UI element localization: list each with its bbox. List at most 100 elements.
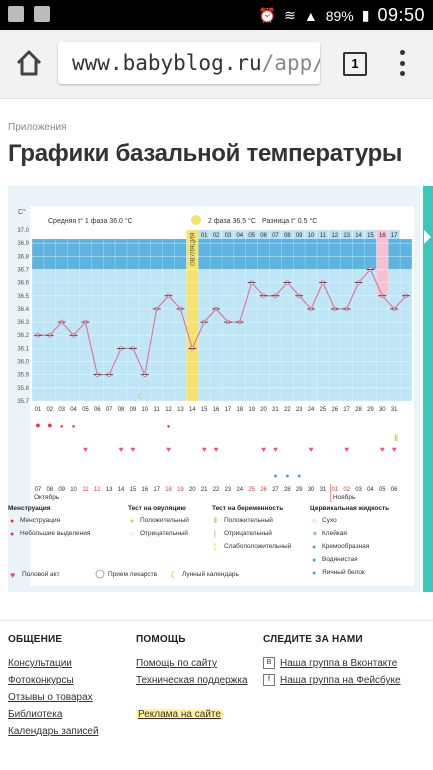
spotting-drop-icon: ● bbox=[60, 424, 64, 430]
cycle-day-label: 08 bbox=[118, 407, 125, 413]
cervical-fluid-icon: ● bbox=[273, 473, 277, 480]
y-tick-label: 36.5 bbox=[17, 294, 29, 300]
ovulation-column bbox=[186, 230, 199, 401]
legend-pregnancy-test-heading: Тест на беременность bbox=[212, 504, 283, 512]
date-label: 22 bbox=[213, 487, 220, 493]
y-tick-label: 36.2 bbox=[17, 333, 29, 339]
phase2-day-label: 09 bbox=[296, 233, 303, 239]
date-label: 16 bbox=[141, 487, 148, 493]
intercourse-heart-icon: ♥ bbox=[202, 445, 207, 454]
bbt-chart-panel: C° Средняя t° 1 фаза 36.0 °C 2 фаза 36.5 °… bbox=[8, 186, 420, 592]
battery-percent: 89% bbox=[325, 7, 354, 24]
clock: 09:50 bbox=[377, 5, 425, 25]
date-label: 30 bbox=[308, 487, 315, 493]
date-label: 29 bbox=[296, 487, 303, 493]
facebook-icon: f bbox=[263, 674, 275, 687]
footer-link-library[interactable]: Библиотека bbox=[8, 709, 63, 720]
side-scroll-handle[interactable] bbox=[423, 186, 433, 592]
phase2-day-label: 04 bbox=[236, 233, 243, 239]
cervical-fluid-icon: ● bbox=[297, 473, 301, 480]
cycle-day-label: 19 bbox=[248, 407, 255, 413]
breadcrumb[interactable]: Приложения bbox=[8, 122, 67, 133]
footer-community: ОБЩЕНИЕ Консультации Фотоконкурсы Отзывы… bbox=[8, 634, 99, 740]
legend-cervical-item-label: Яичный белок bbox=[322, 568, 365, 576]
legend-pregnancy-test-item-label: Отрицательный bbox=[224, 529, 272, 537]
ovulation-label: ОВУЛЯЦИЯ bbox=[190, 233, 196, 266]
tab-switcher-button[interactable]: 1 bbox=[343, 52, 367, 76]
footer-link-photocontests[interactable]: Фотоконкурсы bbox=[8, 675, 74, 686]
intercourse-heart-icon: ♥ bbox=[131, 445, 136, 454]
phase2-day-cell bbox=[233, 230, 246, 239]
phase2-day-cell bbox=[245, 230, 258, 239]
date-label: 27 bbox=[272, 487, 279, 493]
legend-pregnancy-test-item-icon: | bbox=[214, 531, 216, 538]
cycle-day-label: 02 bbox=[46, 407, 53, 413]
phase2-day-label: 13 bbox=[343, 233, 350, 239]
legend-cervical-item-label: Клейкая bbox=[322, 529, 347, 537]
date-label: 24 bbox=[236, 487, 243, 493]
y-tick-label: 36.7 bbox=[17, 267, 29, 273]
legend-menstruation-item-label: Менструация bbox=[20, 517, 61, 524]
bbt-chart: C° Средняя t° 1 фаза 36.0 °C 2 фаза 36.5 °… bbox=[8, 186, 420, 592]
phase2-day-cell bbox=[269, 230, 281, 239]
cycle-day-label: 16 bbox=[213, 407, 220, 413]
date-label: 23 bbox=[225, 487, 232, 493]
menu-icon[interactable] bbox=[398, 50, 406, 76]
address-bar[interactable]: www.babyblog.ru/app/ba bbox=[58, 42, 320, 84]
phase2-day-label: 02 bbox=[213, 233, 220, 239]
home-icon[interactable] bbox=[14, 48, 44, 78]
cycle-day-label: 15 bbox=[201, 407, 208, 413]
cycle-day-label: 22 bbox=[284, 407, 291, 413]
footer-link-vk[interactable]: Наша группа в Вконтакте bbox=[280, 658, 398, 669]
phase2-day-label: 14 bbox=[355, 233, 362, 239]
date-label: 09 bbox=[58, 487, 65, 493]
intercourse-heart-icon: ♥ bbox=[344, 445, 349, 454]
ovulation-marker-icon bbox=[191, 215, 201, 225]
medication-icon bbox=[95, 569, 105, 579]
phase2-day-cell bbox=[222, 230, 234, 239]
cycle-day-label: 29 bbox=[367, 407, 374, 413]
date-label: 12 bbox=[94, 487, 101, 493]
cycle-day-label: 24 bbox=[308, 407, 315, 413]
legend-menstruation-item-label: Небольшие выделения bbox=[20, 529, 91, 537]
phase2-day-label: 01 bbox=[201, 233, 208, 239]
cycle-day-label: 30 bbox=[379, 407, 386, 413]
footer-link-support[interactable]: Техническая поддержка bbox=[136, 675, 248, 686]
arrow-right-icon bbox=[424, 230, 431, 244]
date-label: 18 bbox=[165, 487, 172, 493]
vk-icon: В bbox=[263, 657, 275, 670]
cycle-day-label: 06 bbox=[94, 407, 101, 413]
cycle-day-label: 20 bbox=[260, 407, 267, 413]
cycle-day-label: 27 bbox=[343, 407, 350, 413]
legend-cervical-item-icon: ● bbox=[312, 557, 316, 564]
legend-cervical-item-icon: ● bbox=[312, 544, 316, 551]
battery-icon: ▮ bbox=[361, 7, 370, 23]
footer-link-reviews[interactable]: Отзывы о товарах bbox=[8, 692, 93, 703]
phase2-day-label: 06 bbox=[260, 233, 267, 239]
cycle-day-label: 07 bbox=[106, 407, 113, 413]
footer-heading: ПОМОЩЬ bbox=[136, 634, 186, 645]
phase2-day-cell bbox=[317, 230, 329, 239]
footer-link-consultations[interactable]: Консультации bbox=[8, 658, 72, 669]
footer-link-facebook[interactable]: Наша группа на Фейсбуке bbox=[280, 675, 401, 686]
date-label: 19 bbox=[177, 487, 184, 493]
legend-pregnancy-test-item-label: Слабоположительный bbox=[224, 542, 292, 550]
date-label: 20 bbox=[189, 487, 196, 493]
intercourse-heart-icon: ♥ bbox=[273, 445, 278, 454]
intercourse-heart-icon: ♥ bbox=[309, 445, 314, 454]
footer-link-help[interactable]: Помощь по сайту bbox=[136, 658, 217, 669]
cycle-day-label: 09 bbox=[130, 407, 137, 413]
signal-icon: ▲ bbox=[303, 7, 318, 24]
month-label: Октябрь bbox=[34, 493, 60, 501]
legend-ovulation-test-item-icon: ● bbox=[130, 518, 134, 525]
cycle-day-label: 26 bbox=[331, 407, 338, 413]
cycle-day-label: 23 bbox=[296, 407, 303, 413]
legend-menstruation-item-icon: ● bbox=[10, 531, 14, 538]
date-label: 04 bbox=[367, 487, 374, 493]
phase2-day-label: 05 bbox=[248, 233, 255, 239]
legend-bottom-label: Прием лекарств bbox=[108, 571, 158, 578]
intercourse-heart-icon: ♥ bbox=[166, 445, 171, 454]
footer-link-calendar[interactable]: Календарь записей bbox=[8, 726, 99, 737]
footer-link-advertising[interactable]: Реклама на сайте bbox=[138, 709, 221, 720]
browser-toolbar: www.babyblog.ru/app/ba 1 bbox=[0, 30, 433, 99]
